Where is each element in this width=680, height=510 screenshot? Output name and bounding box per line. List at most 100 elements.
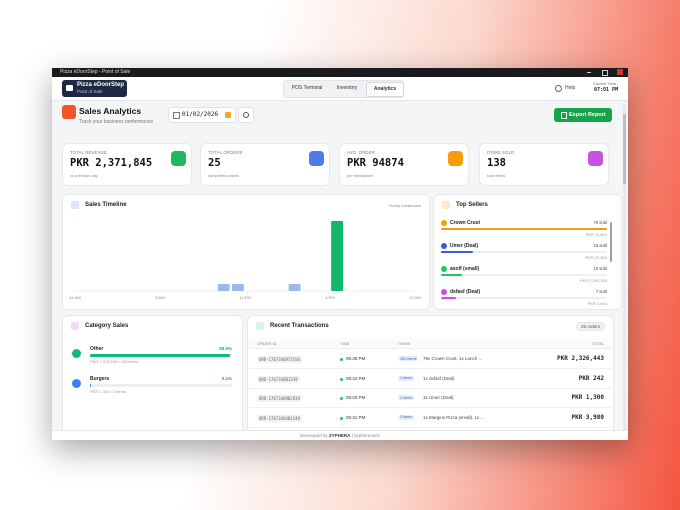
top-sellers-icon xyxy=(442,201,450,209)
page-icon xyxy=(62,105,76,119)
transactions-icon xyxy=(256,322,264,330)
tab[interactable]: Analytics xyxy=(366,82,404,97)
page-scroll-thumb[interactable] xyxy=(623,114,626,184)
bar xyxy=(288,284,301,291)
seller-sold: 7 sold xyxy=(595,289,607,294)
window-title: Pizza eDoorStep - Point of Sale xyxy=(60,69,131,75)
app-window: Pizza eDoorStep - Point of Sale Pizza eD… xyxy=(52,68,628,440)
category-dot xyxy=(72,379,81,388)
bar-track xyxy=(90,384,232,387)
total: PKR 3,980 xyxy=(571,413,604,421)
stat-label: TOTAL ORDERS xyxy=(208,150,243,155)
time-label: Current Time xyxy=(593,81,617,86)
stat-note: completed orders xyxy=(208,173,239,178)
page-title: Sales Analytics xyxy=(79,106,142,116)
seller-bar xyxy=(441,228,607,230)
stat-card: ITEMS SOLD 138 total items xyxy=(479,143,609,186)
stat-value: PKR 94874 xyxy=(347,157,404,169)
items-text: 1x dsfasf (Deal) xyxy=(423,375,455,381)
items-badge: 1 items xyxy=(398,395,415,400)
seller-bar xyxy=(441,251,473,253)
category-name: Other xyxy=(90,346,104,352)
close[interactable] xyxy=(617,69,623,75)
stat-icon xyxy=(171,151,186,166)
category-share: 0.1% xyxy=(221,376,232,381)
bar-track xyxy=(441,274,607,276)
tabs: POS Terminal Inventory Analytics xyxy=(283,80,404,98)
rank xyxy=(441,289,447,295)
order-id[interactable]: ORD-17673469735S8 xyxy=(257,356,302,363)
timeline-icon xyxy=(71,201,79,209)
footer: Developed by ZYPHERA | zyphera.tech xyxy=(52,430,628,440)
tab[interactable]: Inventory xyxy=(336,85,358,91)
order-id[interactable]: ORD-1767346B1339 xyxy=(257,375,300,383)
timeline-chart: 12 AM 6 AM 12 PM 6 PM 12 AM xyxy=(69,221,421,300)
total: PKR 2,326,443 xyxy=(557,355,604,362)
category-detail: PKR 2,370,545 • 136 items xyxy=(90,359,139,364)
seller-revenue: PKR 22,500 xyxy=(585,255,607,260)
export-label: Export Report xyxy=(569,111,606,118)
tab[interactable]: POS Terminal xyxy=(291,85,323,91)
stat-note: total items xyxy=(487,173,506,178)
header: Pizza eDoorStep Point of Sale POS Termin… xyxy=(52,77,628,101)
items-text: 1x Margins Pizza (small), 1x ... xyxy=(423,414,485,420)
scrollbar[interactable] xyxy=(610,222,612,262)
bar xyxy=(217,284,230,291)
help[interactable]: Help xyxy=(565,85,576,91)
stat-icon xyxy=(309,151,324,166)
stat-label: ITEMS SOLD xyxy=(487,150,515,155)
x-tick-label: 6 AM xyxy=(155,295,164,300)
stat-note: per transaction xyxy=(347,173,374,178)
seller-sold: 79 sold xyxy=(593,220,607,225)
row-divider xyxy=(249,426,612,428)
refresh[interactable] xyxy=(238,107,254,123)
seller-name: asolf (small) xyxy=(450,266,480,272)
time: 06:34 PM xyxy=(346,375,366,381)
brand-sub: Point of Sale xyxy=(77,89,103,94)
maximize[interactable] xyxy=(602,70,608,76)
seller-name: Umer (Deal) xyxy=(450,243,479,249)
minimize[interactable] xyxy=(587,72,591,73)
brand[interactable]: Pizza eDoorStep Point of Sale xyxy=(62,80,127,97)
footer-site: zyphera.tech xyxy=(354,433,380,438)
status-dot xyxy=(340,397,343,400)
order-id[interactable]: ORD-17673464B4249 xyxy=(257,414,302,422)
total: PKR 1,300 xyxy=(571,394,604,401)
stat-card: AVG. ORDER PKR 94874 per transaction xyxy=(339,143,469,186)
seller-name: Crown Crust xyxy=(450,220,480,226)
timeline-title: Sales Timeline xyxy=(85,202,127,208)
items-badge: 1 items xyxy=(398,375,415,381)
stat-value: 138 xyxy=(487,157,506,169)
stat-card: TOTAL ORDERS 25 completed orders xyxy=(200,143,330,186)
time: 06:31 PM xyxy=(346,414,366,420)
time: 06:36 PM xyxy=(346,356,366,361)
category-title: Category Sales xyxy=(85,323,129,329)
stat-value: PKR 2,371,845 xyxy=(70,157,153,169)
page-scroll-track[interactable] xyxy=(623,104,626,430)
stat-label: AVG. ORDER xyxy=(347,150,375,155)
status-dot xyxy=(340,377,343,381)
category-detail: PKR 1,300 • 2 items xyxy=(90,389,126,394)
order-id[interactable]: ORD-17673469B2939 xyxy=(257,395,302,402)
column-header: TOTAL xyxy=(591,341,604,346)
date-picker[interactable]: 01/02/2026 xyxy=(168,107,236,123)
seller-sold: 15 sold xyxy=(593,243,607,248)
refresh-icon xyxy=(243,112,249,118)
bar xyxy=(331,221,344,291)
seller-revenue: PKR 2,300,000 xyxy=(579,278,607,283)
row-divider xyxy=(249,368,612,369)
page-subtitle: Track your business performance xyxy=(79,119,154,125)
time: 06:33 PM xyxy=(346,395,366,400)
rank xyxy=(441,243,447,249)
category-name: Burgers xyxy=(90,376,110,382)
seller-revenue: PKR 11,600 xyxy=(585,232,607,237)
top-sellers-title: Top Sellers xyxy=(456,202,488,208)
seller-sold: 10 sold xyxy=(593,266,607,271)
export-icon xyxy=(561,112,567,119)
x-tick-label: 12 PM xyxy=(239,295,251,300)
export-button[interactable]: Export Report xyxy=(554,108,612,122)
rank xyxy=(441,266,447,272)
title-bar: Pizza eDoorStep - Point of Sale xyxy=(52,68,628,77)
status-dot xyxy=(340,416,343,420)
